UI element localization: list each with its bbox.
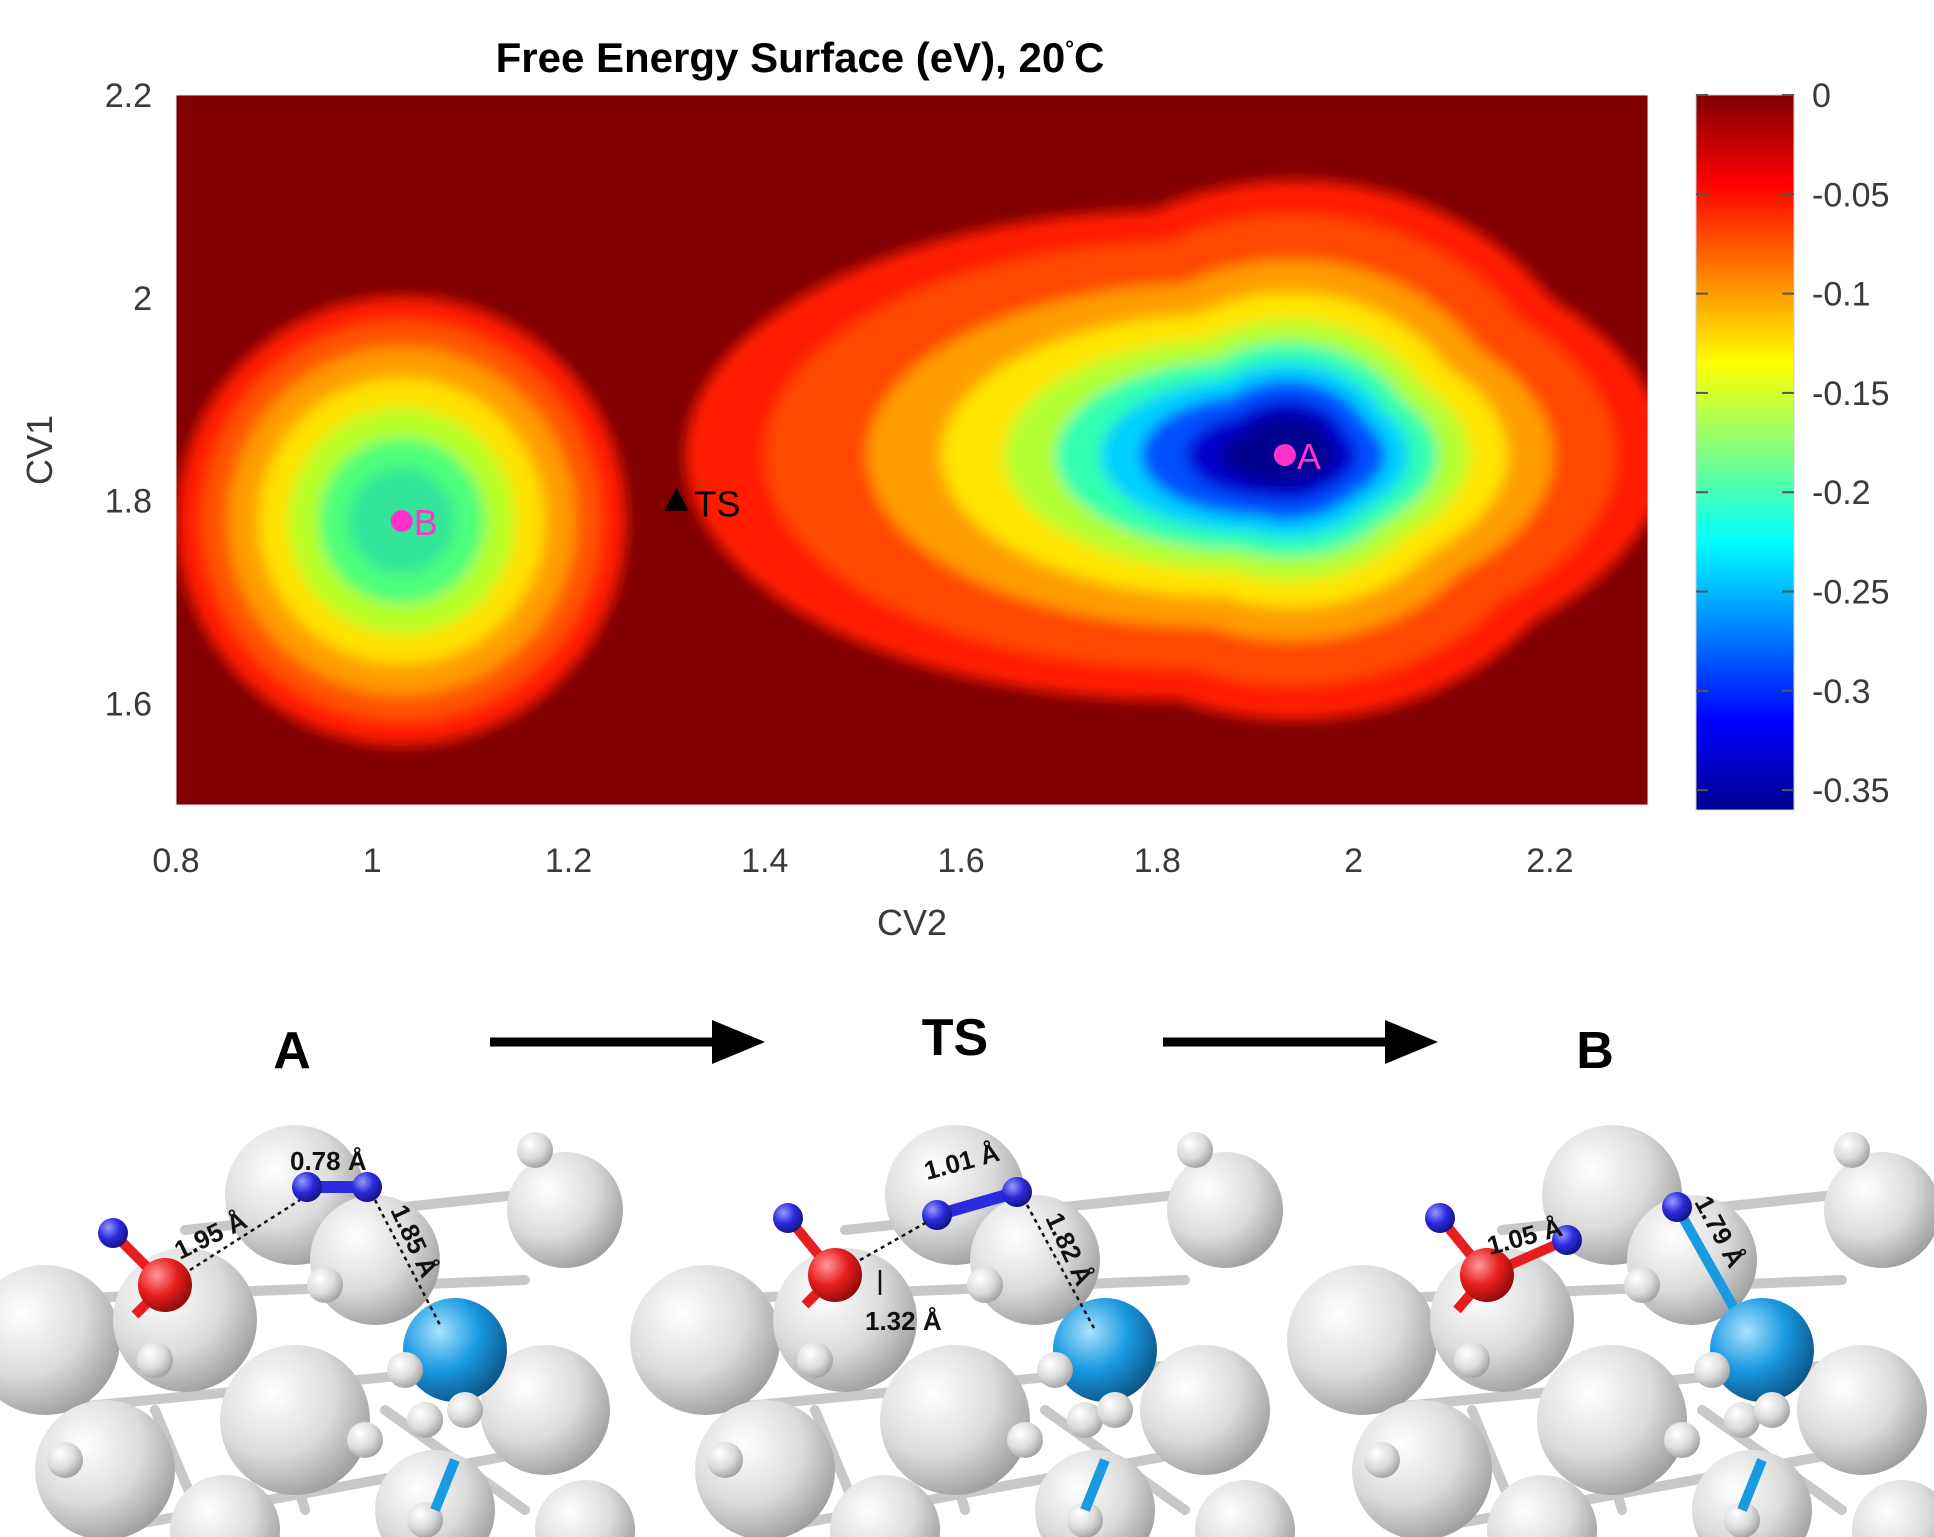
y-tick-label: 2: [133, 280, 152, 318]
colorbar-tick-label: -0.3: [1812, 673, 1871, 711]
x-axis-ticks: 0.8 1 1.2 1.4 1.6 1.8 2 2.2: [152, 842, 1573, 880]
y-axis-label: CV1: [19, 415, 60, 485]
plot-frame: [175, 94, 1649, 806]
colorbar-tick-label: -0.1: [1812, 276, 1871, 314]
chart-title: Free Energy Surface (eV), 20°C: [496, 34, 1105, 81]
y-tick-label: 1.6: [105, 686, 152, 724]
distance-label: 0.78 Å: [290, 1146, 367, 1176]
fes-markers: A B TS: [390, 436, 1321, 543]
structure-panel-B: 1.05 Å 1.79 Å: [1287, 1110, 1934, 1537]
x-tick-label: 0.8: [152, 842, 199, 880]
x-tick-label: 1.8: [1134, 842, 1181, 880]
structure-panel-TS: 1.01 Å 1.32 Å 1.82 Å: [630, 1110, 1295, 1537]
state-label-B: B: [1576, 1022, 1614, 1080]
minimum-label: A: [1297, 436, 1321, 477]
state-label-A: A: [273, 1022, 311, 1080]
structure-panel-A: 0.78 Å 1.95 Å 1.85 Å: [0, 1110, 635, 1537]
minimum-marker: [1273, 444, 1296, 467]
arrow-ts-to-b: [1163, 1020, 1438, 1064]
colorbar-tick-label: -0.25: [1812, 574, 1890, 612]
y-tick-label: 1.8: [105, 483, 152, 521]
y-tick-label: 2.2: [105, 77, 152, 115]
colorbar-ticks: 0 -0.05 -0.1 -0.15 -0.2 -0.25 -0.3 -0.35: [1696, 77, 1890, 810]
state-label-TS: TS: [922, 1009, 988, 1067]
x-tick-label: 1.2: [545, 842, 592, 880]
x-tick-label: 2: [1344, 842, 1363, 880]
x-tick-label: 1: [363, 842, 382, 880]
minimum-label: B: [414, 502, 438, 543]
x-tick-label: 2.2: [1526, 842, 1573, 880]
heatmap-area: [176, 95, 1648, 805]
arrow-a-to-ts: [490, 1020, 765, 1064]
distance-label: 1.32 Å: [865, 1306, 942, 1336]
colorbar-tick-label: -0.15: [1812, 375, 1890, 413]
minimum-marker: [390, 510, 413, 532]
y-axis-ticks: 1.6 1.8 2 2.2: [105, 77, 152, 724]
x-tick-label: 1.4: [741, 842, 788, 880]
colorbar-tick-label: -0.05: [1812, 176, 1890, 214]
heatmap-contours: [176, 180, 1648, 746]
colorbar-tick-label: 0: [1812, 77, 1831, 115]
colorbar: [1695, 94, 1795, 811]
x-axis-label: CV2: [877, 902, 947, 943]
colorbar-tick-label: -0.35: [1812, 772, 1890, 810]
colorbar-tick-label: -0.2: [1812, 474, 1871, 512]
x-tick-label: 1.6: [937, 842, 984, 880]
transition-state-label: TS: [694, 484, 740, 525]
transition-state-marker: [664, 487, 689, 511]
